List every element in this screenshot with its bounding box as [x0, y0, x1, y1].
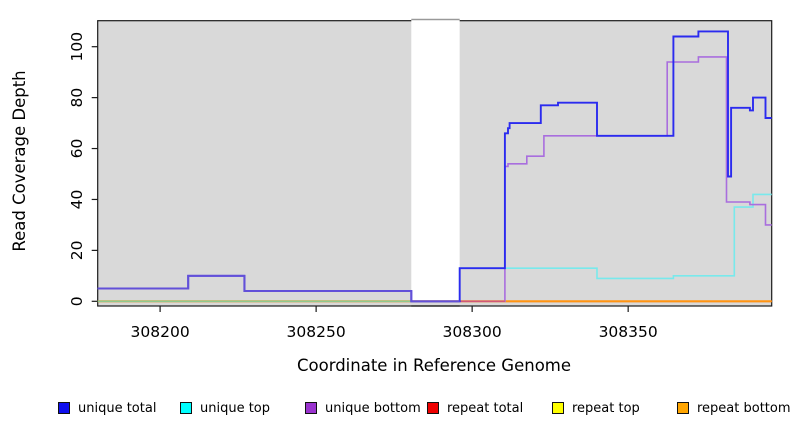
masked-band — [411, 13, 460, 302]
unique-total-left-tint — [97, 274, 460, 303]
legend-item-repeat-top: repeat top — [552, 397, 640, 419]
y-tick-label: 100 — [68, 32, 86, 62]
legend-swatch — [552, 402, 564, 414]
legend-item-repeat-total: repeat total — [427, 397, 523, 419]
x-tick-label: 308350 — [599, 323, 658, 341]
x-axis-title: Coordinate in Reference Genome — [297, 356, 571, 375]
legend-swatch — [305, 402, 317, 414]
legend-item-unique-bottom: unique bottom — [305, 397, 421, 419]
y-tick-label: 40 — [68, 190, 86, 210]
y-tick-label: 60 — [68, 139, 86, 159]
x-tick-label: 308300 — [443, 323, 502, 341]
axes-layer: 308200 308250 308300 308350 0 20 40 60 80 100 — [68, 32, 658, 341]
legend-label: unique total — [78, 400, 157, 416]
legend-label: unique bottom — [325, 400, 421, 416]
legend-label: repeat top — [572, 400, 640, 416]
series-layer — [97, 30, 772, 303]
legend-swatch — [677, 402, 689, 414]
legend-item-unique-top: unique top — [180, 397, 270, 419]
legend-swatch — [427, 402, 439, 414]
legend: unique total unique top unique bottom repea… — [0, 397, 792, 419]
masked-no-data-region — [411, 13, 460, 307]
y-tick-label: 0 — [68, 296, 86, 306]
legend-item-repeat-bottom: repeat bottom — [677, 397, 791, 419]
coverage-chart: 308200 308250 308300 308350 0 20 40 60 80 100 Coo… — [10, 13, 773, 375]
y-axis-title: Read Coverage Depth — [10, 70, 29, 251]
y-tick-label: 80 — [68, 88, 86, 108]
legend-label: unique top — [200, 400, 271, 416]
x-tick-label: 308200 — [131, 323, 190, 341]
legend-label: repeat bottom — [697, 400, 791, 416]
legend-swatch — [180, 402, 192, 414]
legend-item-unique-total: unique total — [58, 397, 156, 419]
y-tick-label: 20 — [68, 241, 86, 261]
x-tick-label: 308250 — [287, 323, 346, 341]
legend-label: repeat total — [447, 400, 524, 416]
legend-swatch — [58, 402, 70, 414]
